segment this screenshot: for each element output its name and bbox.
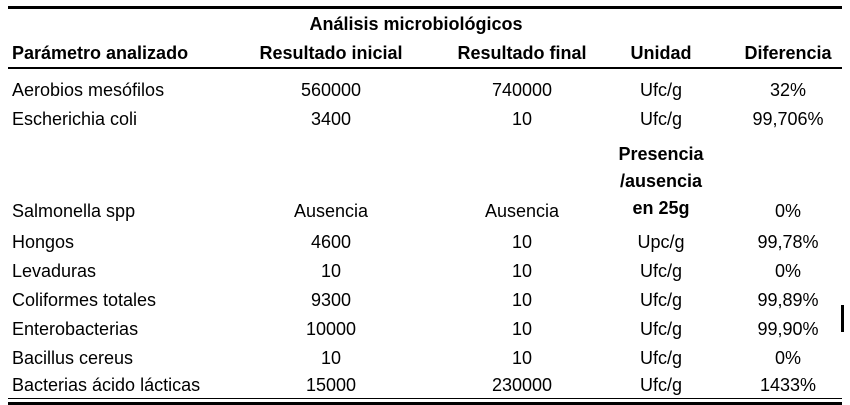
cell-final: 10 (511, 347, 533, 368)
cell-inicial: 15000 (206, 372, 456, 399)
cell-unidad: Ufc/g (639, 260, 682, 281)
table-row: Escherichia coli 3400 10 Ufc/g 99,706% (8, 104, 842, 133)
cell-unidad: Upc/g (637, 231, 685, 252)
cell-inicial: 3400 (310, 108, 352, 129)
cell-diferencia: 32% (770, 79, 807, 100)
table-row: Bacterias ácido lácticas 15000 230000 Uf… (8, 372, 843, 399)
cell-diferencia: 0% (775, 260, 802, 281)
cell-final: 10 (511, 318, 533, 339)
table-row: Salmonella spp Ausencia Ausencia Presenc… (8, 133, 842, 227)
cell-final: Ausencia (484, 201, 560, 221)
cell-inicial: 10000 (305, 318, 357, 339)
cell-final: 10 (511, 108, 533, 129)
cell-param: Coliformes totales (12, 289, 157, 310)
cell-param: Bacterias ácido lácticas (8, 372, 206, 399)
cell-inicial: 9300 (310, 289, 352, 310)
column-header-resultado-final: Resultado final (456, 39, 588, 69)
cell-diferencia: 1433% (734, 372, 843, 399)
unidad-line-2: /ausencia (619, 171, 703, 191)
cell-param: Aerobios mesófilos (12, 79, 165, 100)
cell-param: Hongos (12, 231, 75, 252)
cell-unidad: Ufc/g (639, 347, 682, 368)
cell-inicial: 560000 (300, 79, 362, 100)
table-row: Enterobacterias 10000 10 Ufc/g 99,90% (8, 314, 842, 343)
cell-diferencia: 0% (775, 347, 802, 368)
cell-param: Escherichia coli (12, 108, 138, 129)
cell-unidad: Ufc/g (588, 372, 734, 399)
microbiology-table: Análisis microbiológicos Parámetro anali… (8, 9, 843, 399)
cell-param: Enterobacterias (12, 318, 139, 339)
cell-inicial: 4600 (310, 231, 352, 252)
column-header-diferencia: Diferencia (734, 39, 843, 69)
column-header-unidad: Unidad (588, 39, 734, 69)
cell-diferencia: 99,90% (757, 318, 819, 339)
cell-final: 10 (511, 289, 533, 310)
cell-diferencia: 99,706% (752, 108, 824, 129)
table-row: Hongos 4600 10 Upc/g 99,78% (8, 227, 842, 256)
cell-inicial: Ausencia (293, 201, 369, 221)
cell-final: 10 (511, 231, 533, 252)
table-row: Aerobios mesófilos 560000 740000 Ufc/g 3… (8, 68, 842, 104)
table-header-row: Parámetro analizado Resultado inicial Re… (8, 39, 843, 69)
table-title: Análisis microbiológicos (309, 14, 523, 34)
table-title-row: Análisis microbiológicos (8, 9, 842, 39)
cell-diferencia: 0% (775, 201, 802, 221)
unidad-line-1: Presencia (618, 144, 704, 164)
cell-final: 740000 (491, 79, 553, 100)
cell-unidad: Ufc/g (639, 318, 682, 339)
column-header-resultado-inicial: Resultado inicial (206, 39, 456, 69)
table-row: Levaduras 10 10 Ufc/g 0% (8, 256, 842, 285)
cell-diferencia: 99,78% (757, 231, 819, 252)
column-header-parametro: Parámetro analizado (8, 39, 206, 69)
cell-inicial: 10 (320, 347, 342, 368)
cell-diferencia: 99,89% (757, 289, 819, 310)
cell-unidad: Ufc/g (639, 289, 682, 310)
table-row: Coliformes totales 9300 10 Ufc/g 99,89% (8, 285, 842, 314)
text-cursor-mark (841, 305, 844, 332)
cell-param: Bacillus cereus (12, 347, 134, 368)
microbiology-table-container: Análisis microbiológicos Parámetro anali… (8, 6, 843, 405)
cell-param: Levaduras (12, 260, 97, 281)
cell-unidad: Ufc/g (639, 108, 682, 129)
cell-final: 230000 (456, 372, 588, 399)
unidad-line-3: en 25g (632, 198, 690, 218)
cell-inicial: 10 (320, 260, 342, 281)
table-row: Bacillus cereus 10 10 Ufc/g 0% (8, 343, 842, 372)
cell-unidad-multiline: Presencia /ausencia en 25g (588, 133, 734, 227)
cell-param: Salmonella spp (12, 201, 136, 221)
cell-final: 10 (511, 260, 533, 281)
cell-unidad: Ufc/g (639, 79, 682, 100)
